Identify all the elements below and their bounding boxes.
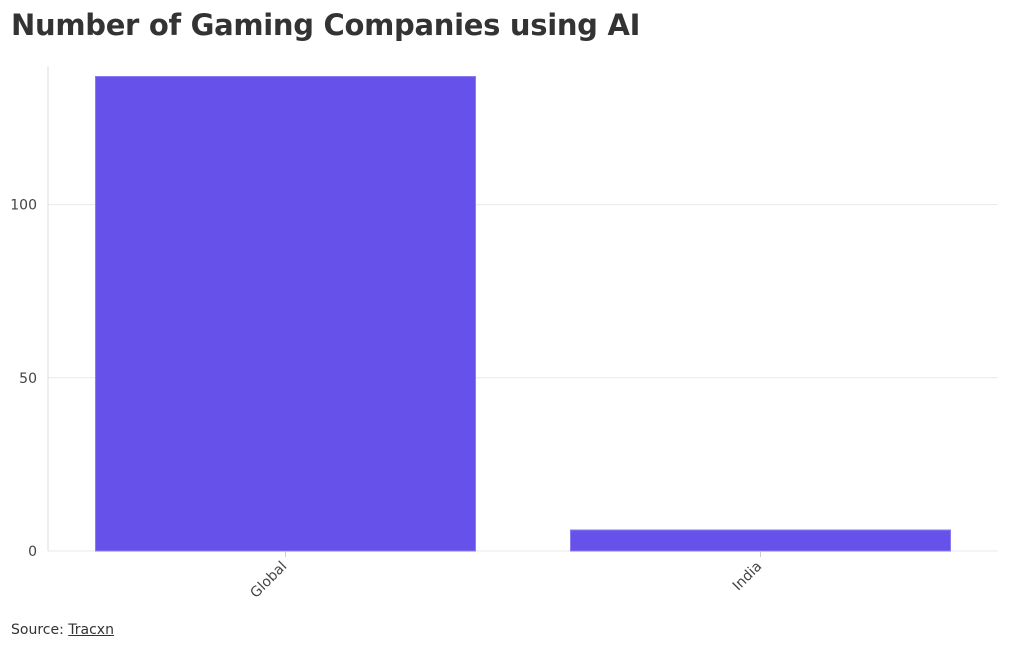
x-tick-label-global: Global (247, 559, 290, 602)
y-tick-label-50: 50 (19, 371, 37, 387)
source-link[interactable]: Tracxn (68, 622, 114, 638)
chart-title: Number of Gaming Companies using AI (11, 8, 641, 42)
bar-india[interactable] (570, 529, 951, 552)
y-tick-label-100: 100 (10, 198, 37, 214)
bar-global[interactable] (95, 75, 476, 552)
x-tick-label-india: India (730, 559, 766, 595)
source-line: Source: Tracxn (11, 622, 114, 638)
y-tick-label-0: 0 (28, 544, 37, 560)
source-prefix: Source: (11, 622, 69, 638)
